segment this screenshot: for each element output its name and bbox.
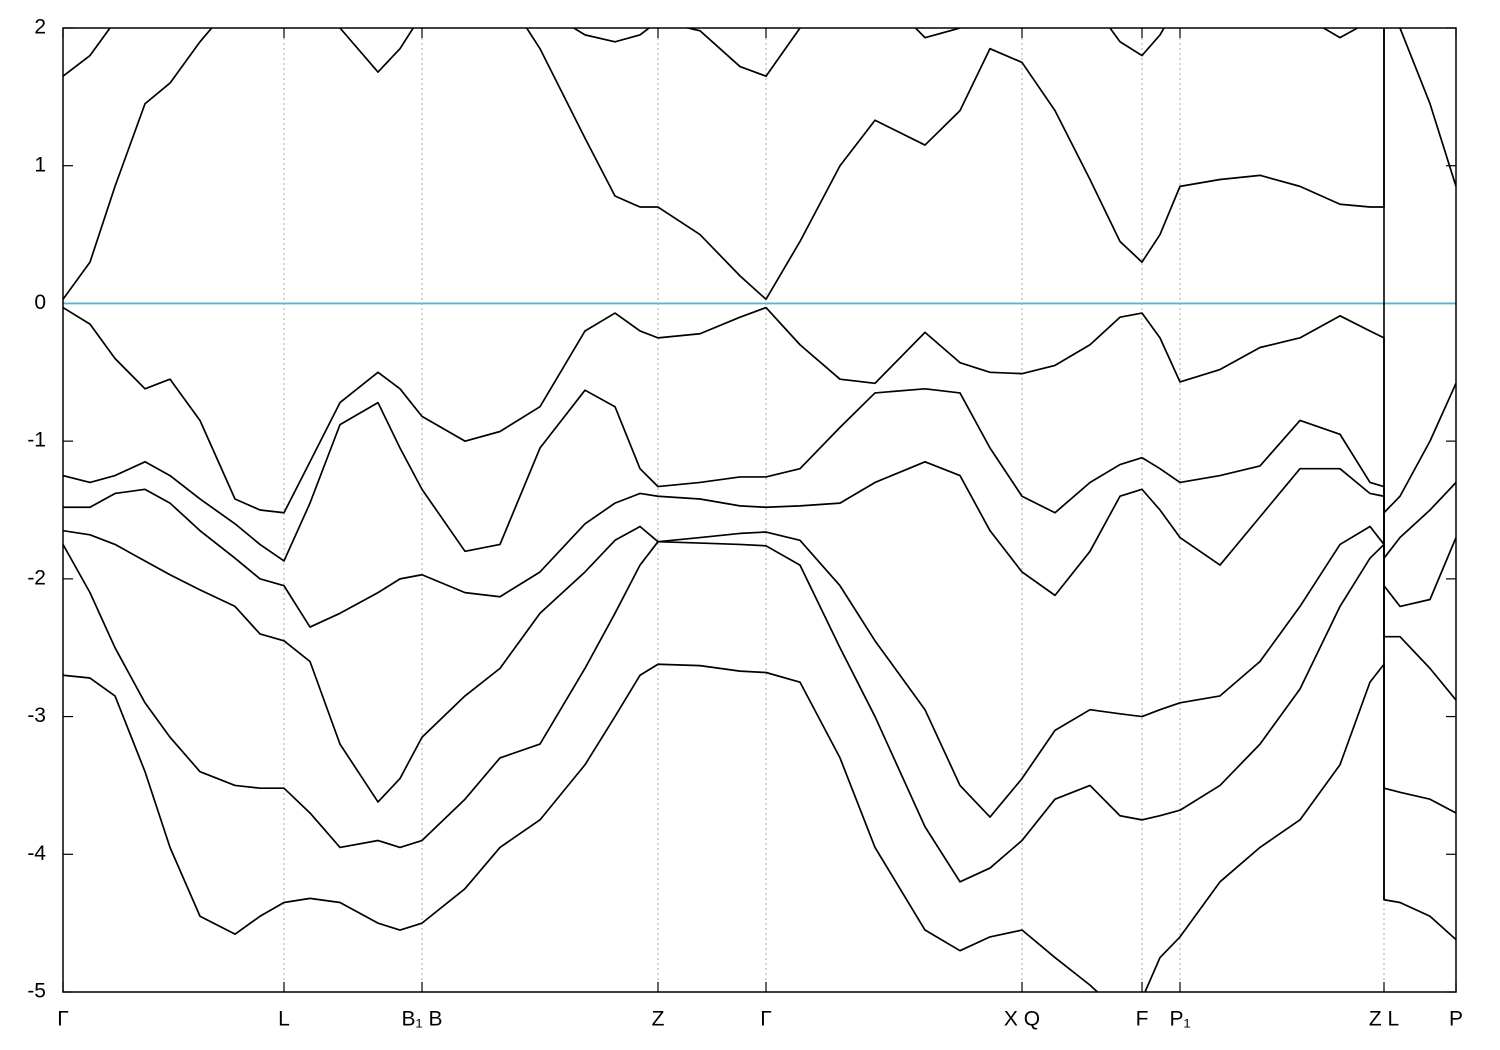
band-line: [63, 663, 1456, 992]
labels: -5 -4 -3 -2 -1 0 1 2 Γ L B₁ B Z Γ X Q F P₁ Z L P: [27, 16, 1463, 1031]
x-tick-label: Z L: [1369, 1008, 1399, 1031]
y-tick-label: 1: [34, 153, 46, 176]
band-line: [63, 28, 1360, 78]
x-tick-label: Γ: [760, 1008, 772, 1031]
x-tick-label: P₁: [1169, 1008, 1190, 1031]
y-tick-label: -2: [27, 566, 46, 589]
x-tick-label: X Q: [1004, 1008, 1040, 1031]
band-line: [63, 540, 1456, 883]
x-tick-label: B₁ B: [402, 1008, 443, 1031]
band-line: [63, 306, 1456, 514]
plot-area: [63, 28, 1456, 992]
band-line: [63, 525, 1456, 818]
y-tick-label: 0: [34, 291, 46, 314]
plot-frame: [62, 27, 1457, 993]
x-tick-label: L: [278, 1008, 290, 1031]
x-tick-label: Γ: [57, 1008, 69, 1031]
y-tick-label: -3: [27, 704, 46, 727]
y-tick-label: -5: [27, 980, 46, 1003]
x-tick-label: P: [1449, 1008, 1463, 1031]
band-line: [63, 460, 1456, 628]
band-line: [63, 387, 1456, 562]
y-tick-label: -4: [27, 842, 46, 865]
band-line: [63, 28, 1456, 301]
x-tick-label: F: [1136, 1008, 1149, 1031]
x-tick-label: Z: [652, 1008, 665, 1031]
y-tick-label: -1: [27, 429, 46, 452]
y-tick-label: 2: [34, 16, 46, 39]
